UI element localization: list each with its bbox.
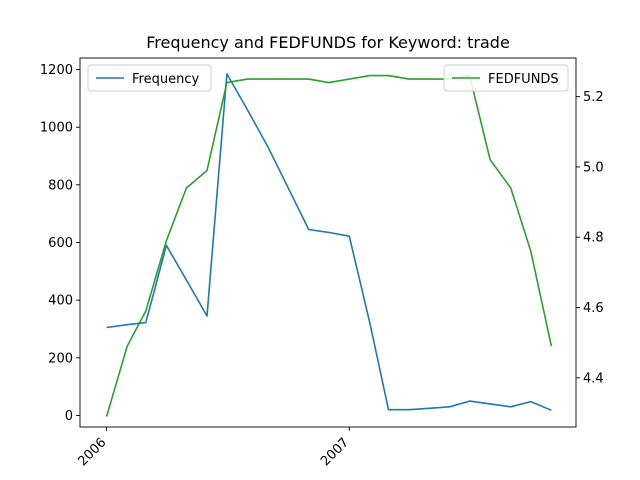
right-tick-label: 5.2 [583, 90, 604, 105]
right-tick-label: 5.0 [583, 160, 604, 175]
right-tick-label: 4.8 [583, 231, 604, 246]
right-tick-label: 4.6 [583, 301, 604, 316]
left-tick-label: 1000 [40, 121, 73, 136]
series-line-fedfunds [105, 74, 553, 417]
left-tick-label: 0 [65, 409, 73, 424]
right-axis: 4.4 4.6 4.8 5.0 5.2 [576, 90, 604, 386]
left-tick-label: 600 [48, 236, 73, 251]
legend-label: FEDFUNDS [488, 72, 559, 87]
left-axis: 0 200 400 600 800 1000 1200 [40, 63, 80, 424]
left-tick-label: 200 [48, 351, 73, 366]
legend-fedfunds: FEDFUNDS [443, 64, 569, 92]
left-tick-label: 1200 [40, 63, 73, 78]
left-tick-label: 400 [48, 294, 73, 309]
legends: Frequency FEDFUNDS [87, 64, 569, 92]
series-line-frequency [106, 73, 552, 412]
legend-frame [87, 64, 212, 92]
right-tick-label: 4.4 [583, 371, 604, 386]
legend-frequency: Frequency [87, 64, 212, 92]
legend-label: Frequency [132, 72, 199, 87]
chart-title: Frequency and FEDFUNDS for Keyword: trad… [146, 33, 510, 52]
legend-frame [443, 64, 569, 92]
left-tick-label: 800 [48, 178, 73, 193]
